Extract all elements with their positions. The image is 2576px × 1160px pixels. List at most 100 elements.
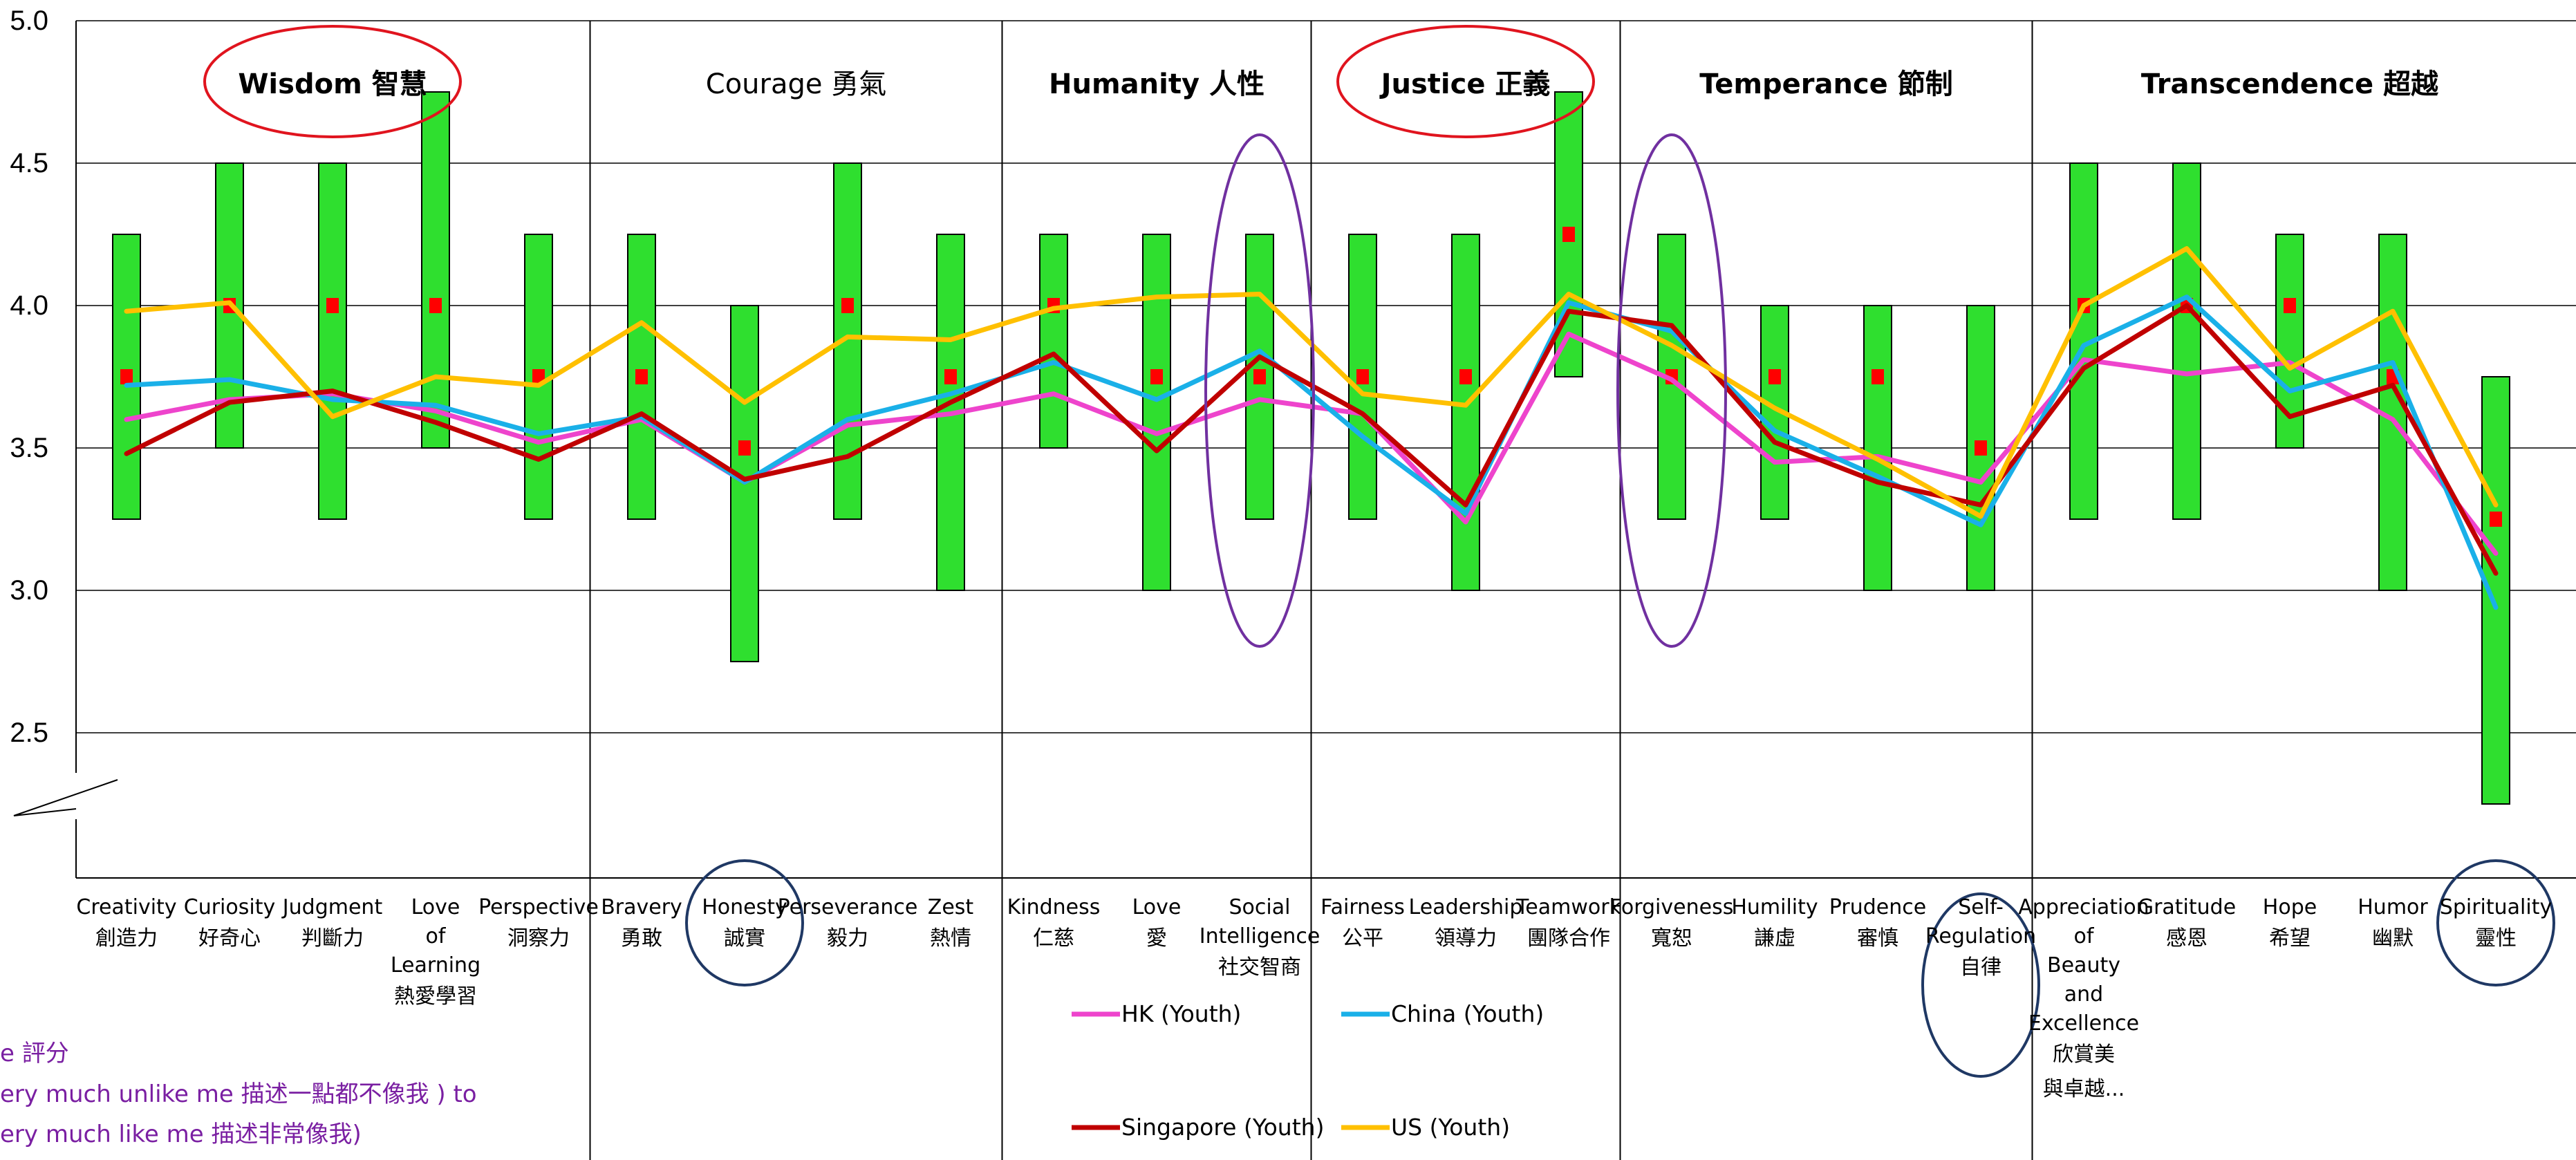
series-line [124,294,2499,610]
category-label: Perseverance [778,895,918,919]
series-line [124,331,2499,556]
scale-note-line: e 評分 [0,1040,69,1067]
y-tick-label: 2.5 [10,718,48,748]
y-tick-label: 4.0 [10,290,48,321]
category-label: Excellence [2028,1011,2139,1036]
category-label: of [426,924,447,948]
highlight-circle [2436,859,2555,986]
group-label: Courage 勇氣 [706,68,886,100]
scale-note: e 評分 ery much unlike me 描述一點都不像我 ) to ery … [0,1040,477,1148]
median-marker [2490,512,2502,527]
category-label: of [2074,924,2095,948]
highlight-circle [685,859,804,986]
category-label-zh: 希望 [2269,926,2311,951]
gridlines [76,20,2576,733]
median-marker [635,369,648,384]
range-bar [318,162,347,520]
category-label: Zest [928,895,974,919]
median-marker [1975,440,1987,456]
group-highlight-ellipse [1336,25,1595,138]
median-marker [532,369,545,384]
median-markers [120,227,2502,527]
category-label-zh: 領導力 [1435,926,1497,951]
highlight-ellipse [1616,133,1727,648]
category-label-zh: 熱愛學習 [394,984,477,1009]
category-label-zh: 創造力 [95,926,158,951]
group-label: Justice 正義 [1379,68,1551,100]
median-marker [429,298,442,313]
axis-break-mark [13,779,118,816]
category-label: Gratitude [2138,895,2236,919]
median-marker [120,369,133,384]
legend-label: China (Youth) [1391,1000,1544,1027]
category-label-zh: 誠實 [724,926,765,951]
category-label: Humility [1731,895,1818,919]
category-label: Self- [1958,895,2004,919]
category-label: Teamwork [1515,895,1622,919]
category-label-zh: 公平 [1342,926,1383,951]
category-label-zh: 寬恕 [1651,926,1692,951]
category-label-zh: 謙虛 [1754,926,1795,951]
category-label-zh: 審慎 [1857,926,1898,951]
category-label: Creativity [76,895,176,919]
group-label: Transcendence 超越 [2141,68,2438,100]
category-label-zh: 勇敢 [621,926,662,951]
category-label: Hope [2263,895,2317,919]
category-label-zh: 仁慈 [1033,926,1074,951]
median-marker [944,369,957,384]
category-label: Beauty [2047,953,2120,977]
category-label: Social [1229,895,1291,919]
category-label: Leadership [1409,895,1523,919]
scale-note-line: ery much like me 描述非常像我) [0,1121,362,1148]
category-label: Curiosity [184,895,275,919]
category-label-zh: 愛 [1146,926,1167,951]
category-label: Bravery [601,895,682,919]
category-label: Kindness [1007,895,1101,919]
scale-note-line: ery much unlike me 描述一點都不像我 ) to [0,1081,477,1108]
category-label: and [2064,982,2103,1007]
group-labels: Wisdom 智慧 Courage 勇氣 Humanity 人性 Justice 正義… [203,25,2438,138]
highlight-marks [685,133,2555,1078]
category-label-zh: 自律 [1960,955,2001,980]
category-label-zh: 幽默 [2372,926,2414,951]
median-marker [738,440,751,456]
median-marker [1356,369,1369,384]
category-label: Humor [2358,895,2428,919]
category-label: Learning [391,953,480,977]
series-line [124,246,2499,519]
median-marker [1872,369,1884,384]
category-label: Regulation [1925,924,2036,948]
range-bar [1451,234,1480,591]
category-label-zh: 感恩 [2166,926,2208,951]
category-label-zh: 社交智商 [1218,955,1301,980]
y-axis: 5.0 4.5 4.0 3.5 3.0 2.5 [10,6,2576,879]
legend-label: HK (Youth) [1121,1000,1241,1027]
category-label: Perspective [478,895,599,919]
highlight-circle [1921,892,2040,1078]
group-label: Wisdom 智慧 [238,68,427,100]
group-label: Humanity 人性 [1049,68,1264,100]
category-label: Love [1132,895,1182,919]
category-label-zh: 靈性 [2475,926,2517,951]
category-label: Forgiveness [1610,895,1734,919]
category-label-zh: 毅力 [827,926,868,951]
category-label: Prudence [1829,895,1926,919]
category-label-zh: 團隊合作 [1527,926,1610,951]
median-marker [1768,369,1781,384]
category-label: Appreciation [2018,895,2149,919]
legend-label: Singapore (Youth) [1121,1114,1324,1141]
category-label: Fairness [1320,895,1405,919]
series-lines [124,246,2499,610]
y-tick-label: 3.0 [10,575,48,606]
category-label: Judgment [281,895,383,919]
range-bar [1863,305,1892,591]
range-bar [1142,234,1171,591]
y-tick-label: 5.0 [10,6,48,36]
range-bar [421,91,450,449]
median-marker [1562,227,1575,242]
category-label-zh: 熱情 [930,926,971,951]
category-label-zh: 判斷力 [301,926,364,951]
category-label-zh: 欣賞美 [2053,1042,2115,1067]
legend-label: US (Youth) [1391,1114,1510,1141]
